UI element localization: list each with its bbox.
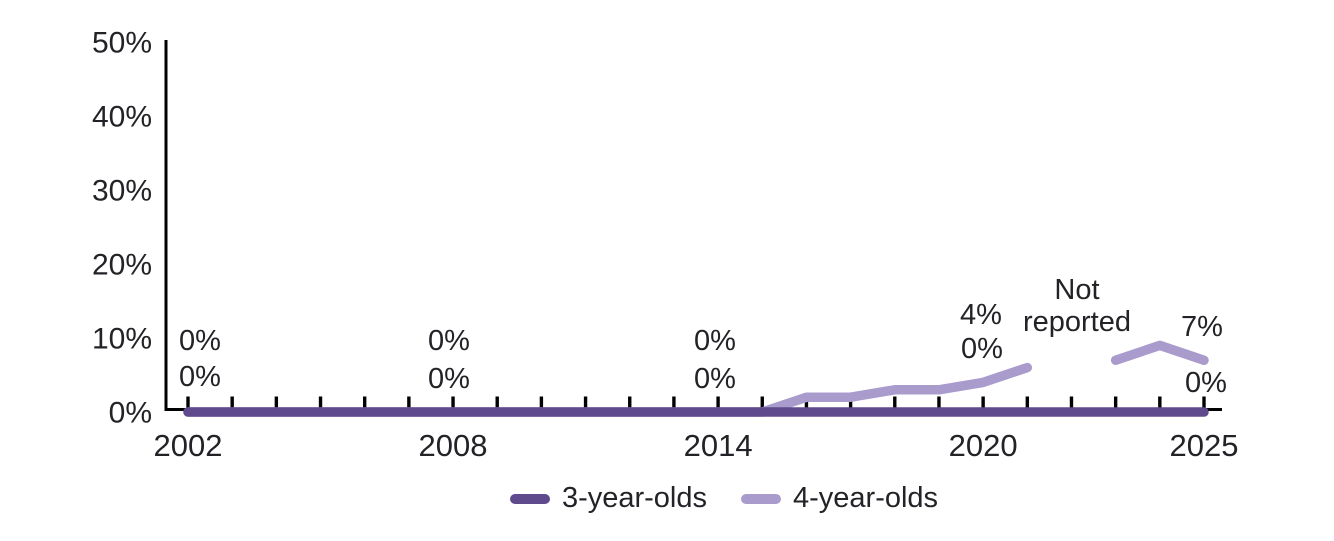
legend-item-3-year-olds: 3-year-olds (509, 482, 707, 515)
legend-label-4-year-olds: 4-year-olds (793, 482, 939, 514)
y-axis-tick-label: 50% (92, 27, 152, 60)
data-label: 0% (428, 363, 470, 395)
data-label: 0% (961, 333, 1003, 365)
data-label: 0% (694, 325, 736, 357)
legend-swatch-3-year-olds-icon (509, 493, 550, 504)
data-label: 4% (960, 299, 1002, 331)
data-label: 0% (179, 361, 221, 393)
series-line-4-year-olds (183, 362, 1033, 417)
x-axis-tick-label: 2008 (419, 428, 488, 463)
chart-legend: 3-year-olds 4-year-olds (0, 482, 1334, 515)
y-axis-tick-label: 0% (109, 397, 152, 430)
y-axis-tick-label: 40% (92, 101, 152, 134)
legend-swatch-4-year-olds-icon (741, 493, 781, 504)
series-line-4-year-olds (1110, 340, 1209, 365)
x-axis-tick-label: 2025 (1170, 428, 1239, 463)
y-axis-tick-label: 10% (92, 323, 152, 356)
legend-item-4-year-olds: 4-year-olds (741, 482, 938, 515)
data-label-not-reported: Not reported (1023, 274, 1131, 338)
x-axis-tick-label: 2002 (154, 428, 223, 463)
data-label: 0% (694, 363, 736, 395)
data-label: 7% (1181, 311, 1223, 343)
x-axis-tick-label: 2020 (949, 428, 1018, 463)
data-label: 0% (428, 325, 470, 357)
y-axis-tick-label: 20% (92, 249, 152, 282)
data-label: 0% (1185, 367, 1227, 399)
y-axis-tick-label: 30% (92, 175, 152, 208)
legend-label-3-year-olds: 3-year-olds (561, 482, 707, 514)
x-axis-tick-label: 2014 (684, 428, 753, 463)
data-label: 0% (179, 325, 221, 357)
